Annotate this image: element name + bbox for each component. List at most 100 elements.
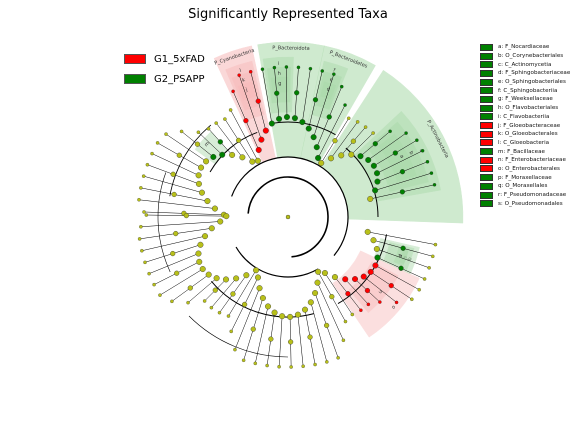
clade-label: p <box>397 253 404 258</box>
tree-branch <box>149 253 199 274</box>
taxa-swatch <box>480 122 493 130</box>
taxa-swatch <box>480 191 493 199</box>
tree-branch-arc <box>231 156 349 256</box>
tree-node <box>331 274 338 281</box>
tree-branch-arc <box>247 176 329 258</box>
tree-leaf-node <box>427 266 431 270</box>
clade-label: q <box>406 256 413 261</box>
tree-leaf-node <box>152 282 156 287</box>
taxa-label: j: F_Gloeobacteraceae <box>498 122 561 129</box>
clade-label: P_Bacteroidota <box>272 45 310 52</box>
taxa-label: m: F_Bacillaceae <box>498 148 545 155</box>
tree-leaf-node <box>346 116 351 121</box>
group-legend: G1_5xFAD G2_PSAPP <box>124 51 205 91</box>
tree-node <box>223 213 230 220</box>
tree-leaf-node <box>164 132 168 136</box>
tree-node <box>392 150 398 156</box>
tree-leaf-node <box>217 310 222 315</box>
tree-leaf-node <box>209 305 214 310</box>
tree-branch-arc <box>157 172 171 273</box>
taxa-label: c: C_Actinomycetia <box>498 61 552 68</box>
taxa-swatch <box>480 139 493 147</box>
tree-node <box>262 127 269 134</box>
taxa-swatch <box>480 174 493 182</box>
tree-node <box>250 326 256 332</box>
tree-node <box>197 241 204 248</box>
tree-node <box>187 285 193 291</box>
taxa-legend-item: q: O_Moraxellales <box>480 182 570 191</box>
taxa-legend-item: s: O_Pseudomonadales <box>480 199 570 208</box>
tree-node <box>217 218 224 225</box>
taxa-label: f: C_Sphingobacteriia <box>498 87 558 94</box>
tree-node <box>332 138 338 144</box>
tree-branch <box>215 122 243 158</box>
tree-node <box>326 114 332 120</box>
tree-leaf-node <box>415 138 419 142</box>
tree-leaf-node <box>359 308 363 313</box>
tree-leaf-node <box>339 84 344 89</box>
taxa-swatch <box>480 104 493 112</box>
tree-node <box>372 187 379 194</box>
clade-shade-d <box>320 81 337 100</box>
tree-node <box>204 198 211 205</box>
clade-shade-b <box>366 121 429 192</box>
taxa-swatch <box>480 148 493 156</box>
tree-leaf-node <box>277 364 281 369</box>
tree-leaf-node <box>241 358 246 363</box>
taxa-legend-item: g: F_Weeksellaceae <box>480 95 570 104</box>
tree-leaf-node <box>237 73 241 77</box>
tree-node <box>287 313 294 320</box>
tree-node <box>217 139 223 145</box>
clade-shade-r <box>393 246 410 267</box>
tree-leaf-node <box>341 338 346 343</box>
tree-root-node <box>285 214 291 220</box>
tree-node <box>307 299 314 306</box>
tree-branch <box>238 75 262 140</box>
taxa-legend-item: r: F_Pseudomonadaceae <box>480 191 570 200</box>
taxa-swatch <box>480 78 493 86</box>
tree-leaf-node <box>433 242 438 247</box>
taxa-swatch <box>480 200 493 208</box>
tree-node <box>203 158 210 165</box>
tree-node <box>315 154 322 161</box>
tree-node <box>199 266 206 273</box>
clade-label: m <box>204 140 212 148</box>
tree-node <box>324 322 330 329</box>
tree-node <box>194 141 201 147</box>
tree-node <box>307 334 313 340</box>
tree-node <box>327 155 334 162</box>
tree-node <box>313 144 320 151</box>
tree-node <box>208 225 215 232</box>
tree-branch <box>375 172 432 191</box>
tree-node <box>229 151 236 158</box>
taxa-legend-item: m: F_Bacillaceae <box>480 147 570 156</box>
clade-label: g <box>278 81 282 87</box>
tree-node <box>398 265 404 271</box>
tree-node <box>254 274 261 281</box>
tree-leaf-node <box>388 129 392 134</box>
tree-node <box>312 290 319 297</box>
tree-node <box>374 178 381 185</box>
group-swatch-g1 <box>124 54 146 64</box>
taxa-swatch <box>480 130 493 138</box>
tree-node <box>213 275 220 282</box>
tree-node <box>274 90 280 96</box>
tree-branch <box>317 104 346 159</box>
tree-leaf-node <box>253 361 258 366</box>
tree-leaf-node <box>336 356 340 360</box>
clade-label: f <box>332 67 336 73</box>
tree-node <box>365 156 372 163</box>
tree-node <box>243 118 249 124</box>
taxa-swatch <box>480 52 493 60</box>
phylogenetic-tree <box>138 67 436 367</box>
tree-node <box>210 153 217 160</box>
tree-node <box>364 228 371 235</box>
taxa-swatch <box>480 113 493 121</box>
tree-node <box>230 291 236 297</box>
tree-branch <box>278 316 283 367</box>
tree-node <box>195 250 202 257</box>
tree-leaf-node <box>155 141 160 145</box>
tree-node <box>302 306 309 313</box>
taxa-swatch <box>480 156 493 164</box>
tree-branch-arc <box>188 315 289 358</box>
